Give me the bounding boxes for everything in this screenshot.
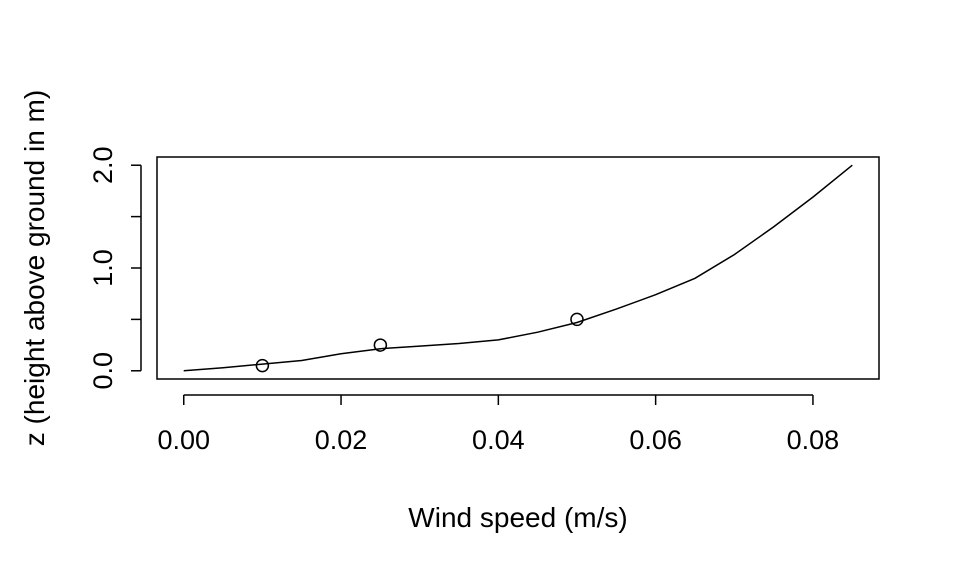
x-tick-label: 0.08 (787, 425, 840, 455)
plot-area (183, 164, 853, 373)
x-tick-label: 0.06 (629, 425, 682, 455)
x-tick-label: 0.00 (157, 425, 210, 455)
y-axis: 0.0 1.0 2.0 (88, 146, 142, 390)
series-line (183, 164, 853, 372)
y-tick-label: 2.0 (88, 146, 118, 184)
plot-frame (156, 156, 880, 380)
data-point (255, 358, 270, 373)
x-axis: 0.00 0.02 0.04 0.06 0.08 (157, 394, 840, 455)
y-tick-label: 1.0 (88, 249, 118, 287)
y-tick-label: 0.0 (88, 352, 118, 390)
y-axis-title: z (height above ground in m) (19, 90, 50, 446)
x-axis-title: Wind speed (m/s) (408, 502, 627, 533)
data-point (373, 338, 388, 352)
x-tick-label: 0.04 (472, 425, 525, 455)
x-tick-label: 0.02 (315, 425, 368, 455)
data-point (570, 312, 584, 327)
